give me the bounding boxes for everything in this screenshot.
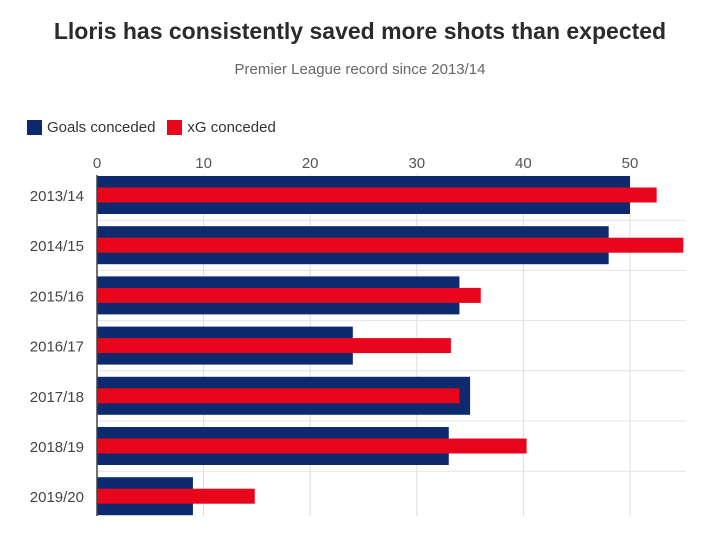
legend-swatch-goals (27, 120, 42, 135)
x-tick-label: 0 (93, 155, 101, 172)
legend-label-xg: xG conceded (187, 119, 276, 136)
bar-xg-conceded (97, 287, 481, 303)
x-tick-label: 50 (622, 155, 639, 172)
bar-xg-conceded (97, 488, 255, 504)
category-label: 2013/14 (30, 188, 84, 205)
category-label: 2015/16 (30, 288, 84, 305)
x-tick-label: 40 (515, 155, 532, 172)
category-label: 2014/15 (30, 238, 84, 255)
legend-swatch-xg (167, 120, 183, 135)
bar-xg-conceded (97, 187, 657, 203)
category-label: 2017/18 (30, 389, 84, 406)
chart-title: Lloris has consistently saved more shots… (53, 18, 667, 44)
bar-xg-conceded (97, 237, 684, 253)
x-tick-label: 20 (302, 155, 319, 172)
category-label: 2018/19 (30, 439, 84, 456)
bar-xg-conceded (97, 438, 527, 454)
bar-xg-conceded (97, 388, 460, 404)
legend-item-xg: xG conceded (167, 119, 276, 136)
legend-item-goals: Goals conceded (27, 119, 155, 136)
chart-subtitle: Premier League record since 2013/14 (234, 61, 486, 78)
category-label: 2019/20 (30, 489, 84, 506)
category-label: 2016/17 (30, 339, 84, 356)
chart-legend: Goals conceded xG conceded (27, 119, 288, 136)
legend-label-goals: Goals conceded (47, 119, 156, 136)
bar-xg-conceded (97, 338, 451, 354)
x-tick-label: 10 (195, 155, 212, 172)
x-tick-label: 30 (408, 155, 425, 172)
